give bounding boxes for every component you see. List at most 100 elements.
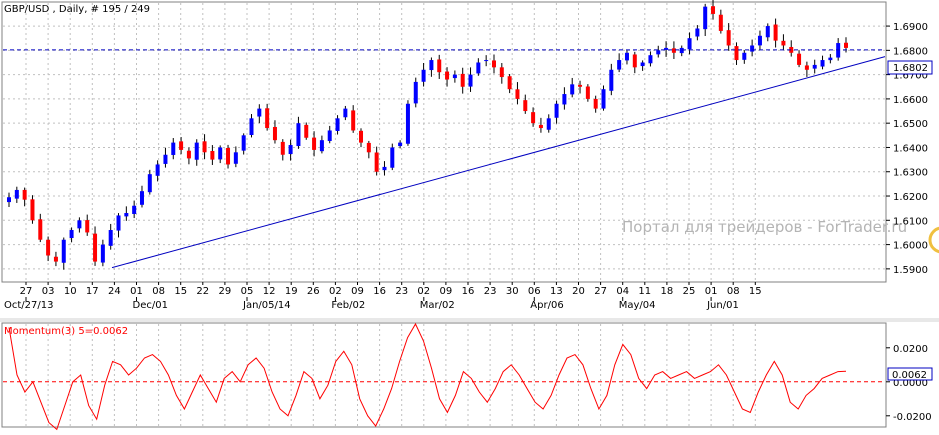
candle <box>750 39 755 57</box>
candle-body-bull <box>7 197 11 203</box>
candle-body-bear <box>272 126 277 141</box>
y-tick-label: 1.6100 <box>893 216 928 227</box>
price-axis: 1.6900 1.6800 1.6700 1.6600 1.6500 1.6400 1.63… <box>886 22 928 276</box>
candle-body-bull <box>570 84 575 95</box>
candle-body-bull <box>100 244 105 263</box>
candle <box>703 3 708 37</box>
candle <box>93 226 98 266</box>
candle-body-bear <box>366 142 371 153</box>
candle-body-bull <box>562 94 567 105</box>
candle <box>812 59 817 74</box>
candle-body-bear <box>797 53 802 65</box>
panel-separator[interactable] <box>0 318 939 322</box>
x-tick-label: 27 <box>20 286 33 297</box>
candle-body-bear <box>53 256 58 262</box>
candle <box>46 236 51 262</box>
candle-body-bull <box>398 142 403 147</box>
candle <box>163 147 168 168</box>
candle <box>139 185 144 208</box>
candle-body-bull <box>820 60 825 67</box>
candle-body-bull <box>257 108 262 117</box>
candle <box>343 105 348 121</box>
candle-body-bull <box>828 57 833 61</box>
candle-body-bull <box>765 26 770 38</box>
current-price-box <box>887 60 933 75</box>
candle <box>69 227 74 243</box>
candle <box>617 53 622 73</box>
candle <box>30 195 35 224</box>
candle <box>398 140 403 149</box>
x-tick-label: 27 <box>594 286 607 297</box>
x-tick-label: 09 <box>440 286 453 297</box>
x-tick-label: 23 <box>395 286 408 297</box>
candle <box>218 145 223 164</box>
candle <box>429 57 434 77</box>
candle-body-bear <box>226 147 231 165</box>
x-tick-label: 13 <box>550 286 563 297</box>
candle-body-bear <box>781 40 786 46</box>
x-tick-label: 18 <box>661 286 674 297</box>
x-tick-label: 09 <box>351 286 364 297</box>
candle <box>679 45 684 57</box>
candle-body-bull <box>343 108 348 118</box>
candle <box>241 133 246 155</box>
x-tick-label: 05 <box>241 286 254 297</box>
momentum-tick-label: -0.0200 <box>893 412 932 423</box>
candle <box>171 138 176 160</box>
momentum-line <box>8 322 847 431</box>
x-tick-label: 12 <box>263 286 276 297</box>
candle-body-bull <box>163 154 168 164</box>
candle-body-bull <box>617 60 622 70</box>
watermark-text: Портал для трейдеров - ForTrader.ru <box>622 218 907 236</box>
candle-body-bull <box>405 103 410 144</box>
candle-body-bull <box>327 130 332 141</box>
candle-body-bull <box>476 62 481 74</box>
candle <box>335 115 340 135</box>
candle-body-bull <box>61 239 66 263</box>
candle <box>382 161 387 176</box>
candle <box>804 61 809 77</box>
current-momentum-label: 0.0062 <box>892 370 927 381</box>
candle-body-bear <box>179 141 184 150</box>
candle <box>85 214 90 236</box>
x-tick-label: 26 <box>307 286 320 297</box>
candle <box>319 135 324 154</box>
candle-body-bear <box>585 86 590 99</box>
candle-body-bull <box>679 47 684 54</box>
candle-body-bear <box>671 48 676 53</box>
y-tick-label: 1.6200 <box>893 192 928 203</box>
momentum-tick-label: 0.0000 <box>893 378 928 389</box>
candle <box>765 23 770 42</box>
momentum-tick-label: 0.0200 <box>893 344 928 355</box>
month-label: May/04 <box>619 300 656 311</box>
trendline-layer[interactable] <box>111 56 886 269</box>
candle <box>570 77 575 98</box>
y-tick-label: 1.5900 <box>893 265 928 276</box>
candle-body-bull <box>249 118 254 136</box>
candle-body-bull <box>171 142 176 155</box>
candle-body-bull <box>116 215 121 231</box>
candle-body-bull <box>624 52 629 61</box>
candle <box>108 223 113 250</box>
watermark-logo <box>928 226 939 254</box>
candle-body-bear <box>265 108 270 129</box>
candle-body-bull <box>296 123 301 147</box>
candle <box>531 107 536 127</box>
candle-body-bear <box>507 76 512 90</box>
candle <box>671 41 676 60</box>
candle <box>288 139 293 161</box>
y-tick-label: 1.6900 <box>893 22 928 33</box>
candle-body-bull <box>554 103 559 118</box>
candle <box>437 54 442 79</box>
momentum-layer <box>3 322 885 431</box>
candle-body-bear <box>578 84 583 87</box>
candle-body-bull <box>194 142 199 160</box>
x-tick-label: 17 <box>86 286 99 297</box>
candle <box>452 70 457 83</box>
candle-body-bear <box>804 65 809 70</box>
trendline[interactable] <box>111 56 886 269</box>
x-tick-label: 02 <box>417 286 430 297</box>
candle <box>538 117 543 133</box>
candle <box>265 103 270 131</box>
